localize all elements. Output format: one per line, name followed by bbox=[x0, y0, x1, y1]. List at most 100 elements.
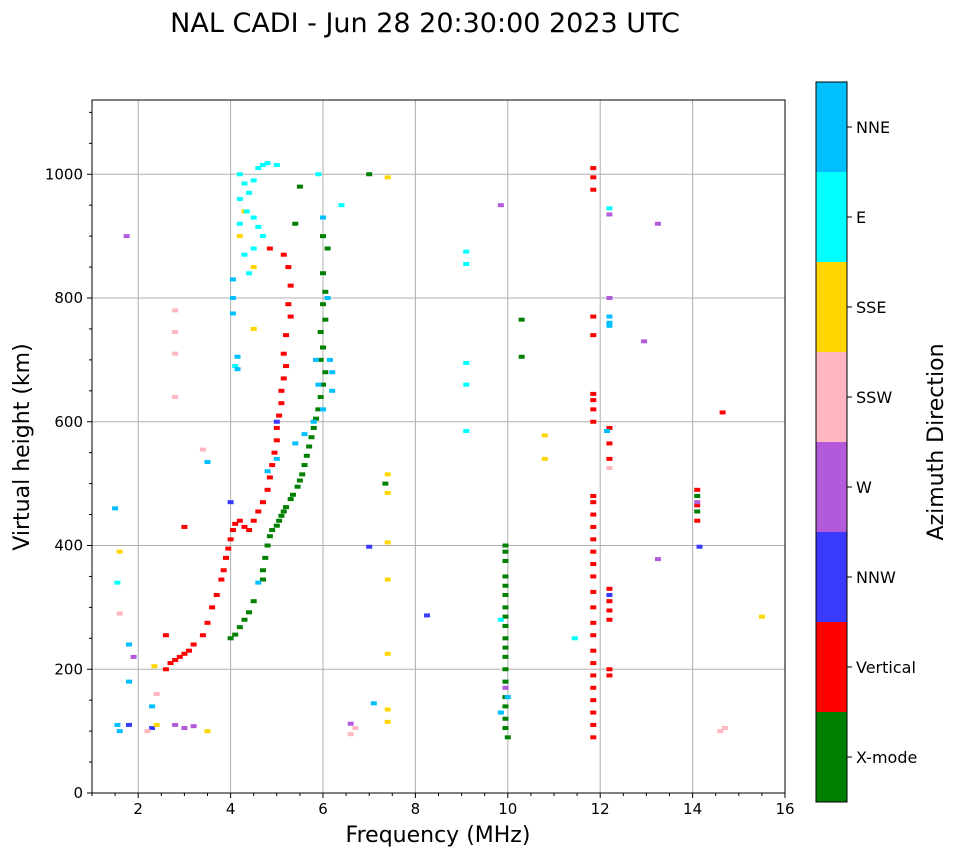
echo-point-e bbox=[236, 172, 243, 177]
colorbar-label: SSE bbox=[856, 298, 886, 317]
echo-point-x-mode bbox=[296, 478, 303, 483]
echo-point-vertical bbox=[246, 528, 253, 533]
echo-point-sse bbox=[153, 722, 160, 727]
echo-point-vertical bbox=[255, 509, 262, 514]
echo-point-ssw bbox=[153, 692, 160, 696]
echo-point-e bbox=[246, 190, 253, 195]
echo-point-x-mode bbox=[322, 289, 329, 294]
echo-point-vertical bbox=[590, 685, 597, 690]
echo-point-e bbox=[264, 161, 271, 166]
echo-point-vertical bbox=[278, 401, 285, 406]
echo-point-x-mode bbox=[294, 484, 301, 489]
echo-point-ssw bbox=[347, 732, 354, 737]
echo-point-sse bbox=[384, 490, 391, 495]
y-tick-label: 600 bbox=[54, 413, 83, 431]
echo-point-w bbox=[654, 221, 661, 226]
echo-point-vertical bbox=[190, 642, 197, 647]
echo-point-x-mode bbox=[262, 555, 269, 560]
echo-point-nne bbox=[229, 296, 236, 300]
echo-point-x-mode bbox=[502, 605, 509, 610]
echo-point-vertical bbox=[590, 166, 597, 171]
colorbar-label: NNE bbox=[856, 118, 890, 137]
echo-point-x-mode bbox=[502, 614, 509, 619]
echo-point-sse bbox=[384, 651, 391, 656]
echo-point-x-mode bbox=[366, 172, 373, 177]
x-axis-label: Frequency (MHz) bbox=[346, 823, 531, 848]
echo-point-x-mode bbox=[320, 345, 326, 350]
echo-point-vertical bbox=[225, 546, 232, 551]
echo-point-nne bbox=[149, 704, 156, 709]
echo-point-ssw bbox=[717, 729, 724, 734]
echo-point-w bbox=[123, 234, 130, 239]
echo-point-nnw bbox=[227, 500, 234, 505]
echo-point-sse bbox=[758, 614, 765, 619]
echo-point-w bbox=[694, 500, 701, 505]
x-tick-label: 14 bbox=[683, 800, 702, 818]
echo-point-vertical bbox=[590, 605, 597, 610]
echo-point-x-mode bbox=[317, 330, 324, 335]
colorbar-swatch-ssw bbox=[816, 352, 847, 442]
echo-point-vertical bbox=[606, 425, 613, 430]
echo-point-nne bbox=[114, 722, 121, 727]
echo-point-vertical bbox=[590, 314, 597, 319]
echo-point-nne bbox=[329, 370, 336, 375]
echo-point-ssw bbox=[352, 726, 359, 731]
colorbar-label: X-mode bbox=[856, 748, 917, 767]
echo-point-ssw bbox=[172, 395, 179, 399]
x-tick-label: 2 bbox=[133, 800, 143, 818]
echo-point-vertical bbox=[227, 537, 234, 542]
echo-point-nne bbox=[606, 323, 613, 328]
echo-point-w bbox=[502, 685, 509, 690]
echo-point-sse bbox=[541, 433, 548, 438]
data-marks bbox=[112, 161, 765, 740]
echo-point-x-mode bbox=[266, 534, 273, 539]
echo-point-e bbox=[463, 249, 470, 254]
echo-point-vertical bbox=[181, 524, 188, 529]
echo-point-x-mode bbox=[276, 518, 283, 523]
echo-point-sse bbox=[384, 719, 391, 724]
echo-point-e bbox=[338, 203, 345, 208]
echo-point-vertical bbox=[590, 391, 597, 396]
echo-point-nnw bbox=[273, 419, 280, 424]
y-tick-label: 0 bbox=[73, 784, 83, 802]
echo-point-vertical bbox=[181, 651, 188, 656]
echo-point-nne bbox=[313, 357, 320, 362]
echo-point-vertical bbox=[590, 620, 597, 625]
echo-point-vertical bbox=[280, 376, 287, 381]
echo-point-x-mode bbox=[283, 505, 290, 510]
echo-point-vertical bbox=[287, 283, 294, 288]
echo-point-w bbox=[181, 726, 188, 731]
echo-point-x-mode bbox=[502, 726, 509, 731]
echo-point-x-mode bbox=[264, 543, 271, 548]
echo-point-vertical bbox=[590, 549, 597, 554]
echo-point-sse bbox=[384, 175, 391, 180]
echo-point-x-mode bbox=[320, 271, 326, 276]
chart-title: NAL CADI - Jun 28 20:30:00 2023 UTC bbox=[170, 8, 680, 39]
echo-point-e bbox=[236, 197, 243, 201]
echo-point-vertical bbox=[280, 351, 287, 356]
echo-point-e bbox=[497, 617, 504, 622]
colorbar-label: W bbox=[856, 478, 872, 497]
echo-point-nne bbox=[329, 388, 336, 393]
echo-point-vertical bbox=[222, 555, 229, 560]
echo-point-ssw bbox=[172, 330, 179, 335]
echo-point-x-mode bbox=[324, 246, 331, 251]
echo-point-nne bbox=[320, 407, 326, 412]
echo-point-e bbox=[241, 181, 248, 186]
echo-point-vertical bbox=[606, 673, 613, 678]
colorbar-swatch-nne bbox=[816, 82, 847, 172]
echo-point-x-mode bbox=[292, 221, 299, 226]
echo-point-vertical bbox=[606, 667, 613, 672]
echo-point-vertical bbox=[590, 187, 597, 192]
colorbar-frame bbox=[815, 81, 848, 803]
echo-point-vertical bbox=[719, 410, 726, 415]
echo-point-vertical bbox=[606, 456, 613, 461]
echo-point-vertical bbox=[241, 524, 248, 529]
echo-point-nnw bbox=[423, 613, 430, 618]
echo-point-w bbox=[606, 212, 613, 217]
axis-ticks: 2 4 6 8 10 12 14 16 0 200 400 600 800 1000 bbox=[45, 111, 795, 818]
echo-point-x-mode bbox=[296, 184, 303, 189]
y-tick-label: 200 bbox=[54, 660, 83, 678]
echo-point-nne bbox=[497, 710, 504, 715]
echo-point-ssw bbox=[199, 447, 206, 452]
